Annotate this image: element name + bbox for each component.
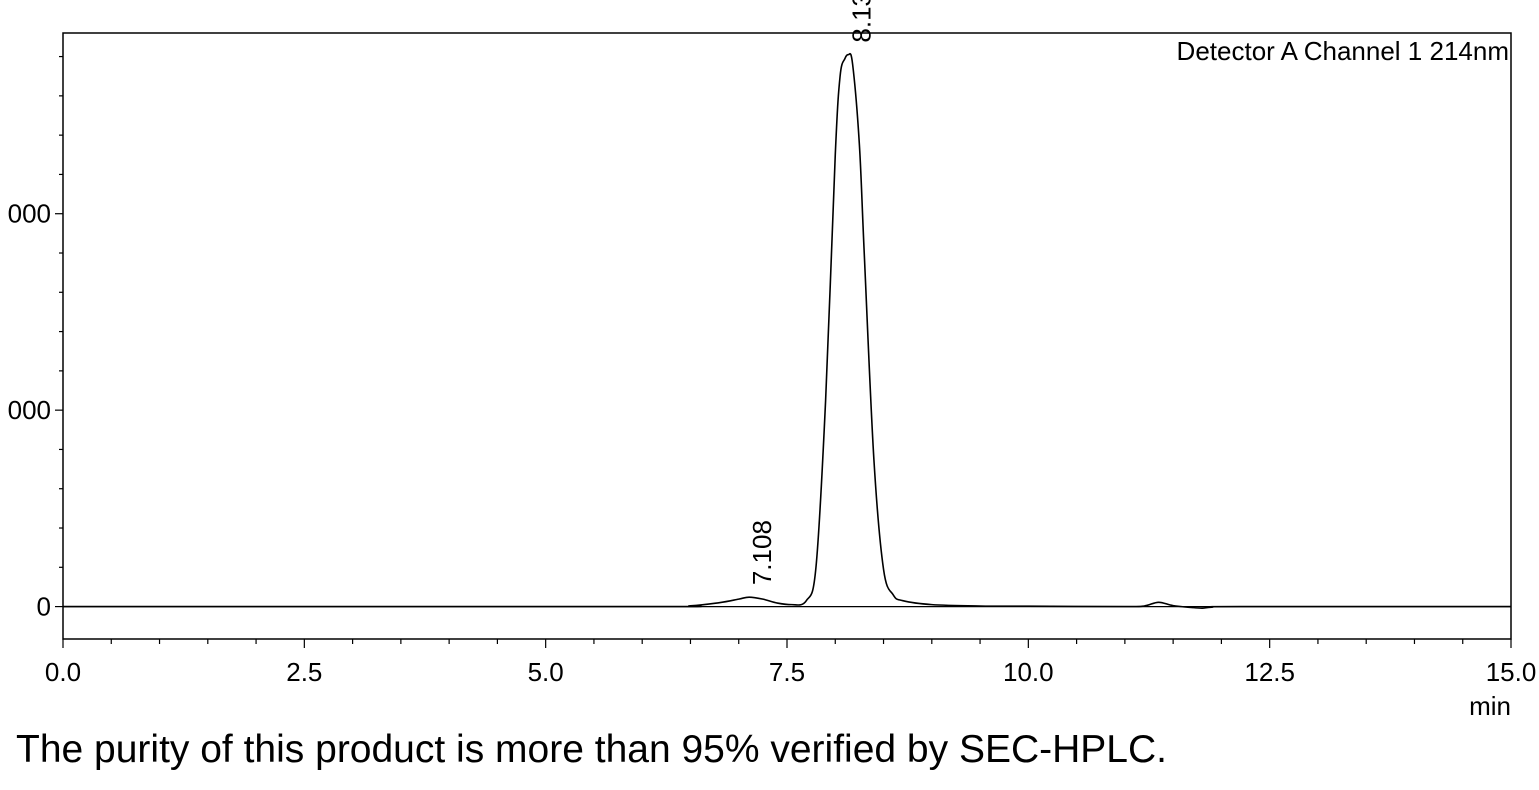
- x-axis: 0.0 2.5 5.0 7.5 10.0 12.5 15.0: [45, 639, 1536, 687]
- x-tick-label: 12.5: [1244, 657, 1295, 687]
- y-tick-label: 0: [37, 592, 51, 622]
- peak-labels: 7.108 8.138: [747, 0, 876, 585]
- x-tick-label: 2.5: [286, 657, 322, 687]
- purity-caption: The purity of this product is more than …: [16, 728, 1167, 771]
- y-tick-label: 000: [8, 395, 51, 425]
- x-axis-unit-label: min: [1469, 691, 1511, 721]
- peak-label: 7.108: [747, 520, 777, 585]
- plot-frame: [62, 32, 1512, 640]
- x-tick-label: 5.0: [528, 657, 564, 687]
- channel-label: Detector A Channel 1 214nm: [1177, 36, 1509, 66]
- x-tick-label: 15.0: [1486, 657, 1537, 687]
- chromatogram-trace: [62, 52, 1512, 609]
- peak-label: 8.138: [847, 0, 877, 43]
- x-tick-label: 7.5: [769, 657, 805, 687]
- x-tick-label: 10.0: [1003, 657, 1054, 687]
- x-tick-label: 0.0: [45, 657, 81, 687]
- y-tick-label: 000: [8, 199, 51, 229]
